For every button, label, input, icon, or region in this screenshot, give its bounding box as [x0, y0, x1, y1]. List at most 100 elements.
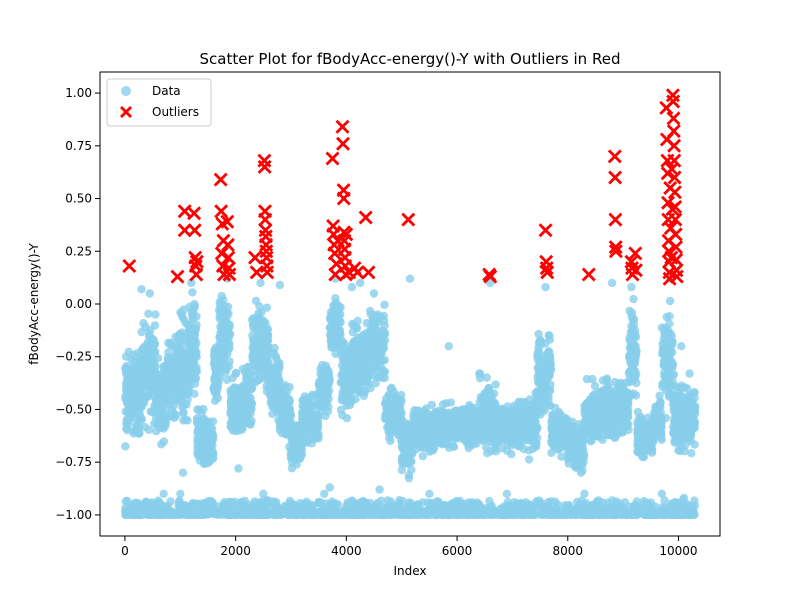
data-point [135, 429, 144, 438]
data-point [180, 369, 189, 378]
data-point [238, 364, 248, 374]
data-point [419, 414, 429, 424]
data-point [391, 397, 400, 406]
data-point [231, 369, 240, 378]
data-point [491, 380, 500, 389]
data-point [164, 338, 173, 348]
data-point [358, 377, 367, 386]
data-point [627, 308, 637, 318]
data-point [649, 432, 658, 441]
data-point [669, 370, 679, 379]
data-point [274, 362, 283, 371]
data-point [475, 431, 485, 440]
data-point [213, 394, 223, 403]
data-point [146, 347, 155, 356]
data-point [484, 433, 493, 442]
data-point [259, 339, 268, 348]
data-point [413, 433, 422, 443]
data-point [209, 351, 219, 361]
data-point [144, 425, 154, 434]
data-point [159, 437, 169, 446]
data-point [535, 399, 545, 409]
data-point [652, 413, 661, 423]
data-point [505, 417, 514, 426]
data-point [600, 385, 609, 394]
data-point [335, 326, 345, 335]
data-point [270, 343, 279, 353]
data-point [422, 404, 431, 413]
data-point [381, 415, 390, 424]
data-point [351, 357, 361, 367]
data-point [309, 414, 318, 423]
data-point [493, 416, 502, 426]
data-point [444, 430, 453, 439]
data-point [287, 464, 297, 473]
data-point [665, 296, 675, 306]
data-point [597, 397, 606, 407]
data-point [371, 311, 380, 320]
data-point [661, 413, 670, 423]
data-point [666, 329, 675, 338]
data-point [524, 455, 534, 464]
data-point [288, 447, 297, 456]
data-point [687, 423, 697, 433]
data-point [354, 385, 364, 395]
data-point [572, 432, 582, 441]
data-point [327, 343, 336, 352]
data-point [336, 303, 345, 312]
data-point [418, 452, 427, 461]
data-point [523, 418, 532, 427]
data-point [127, 355, 136, 365]
data-point [256, 316, 265, 325]
data-point [493, 437, 503, 446]
data-point [340, 373, 349, 382]
data-point [537, 371, 546, 381]
data-point [585, 410, 594, 419]
data-point [323, 407, 333, 416]
data-point [633, 407, 643, 417]
data-point [305, 402, 314, 411]
data-point [341, 347, 350, 356]
data-point [129, 369, 138, 378]
data-point [245, 393, 254, 403]
data-point [255, 357, 264, 366]
data-point [298, 412, 307, 421]
data-point [283, 401, 292, 410]
data-point [152, 408, 161, 417]
data-point [230, 414, 239, 424]
data-point [339, 339, 349, 348]
data-point [203, 436, 212, 446]
data-point [154, 354, 163, 363]
data-point [371, 359, 380, 368]
data-point [475, 369, 484, 378]
data-point [143, 373, 153, 382]
data-point [152, 388, 161, 397]
data-point [355, 333, 365, 342]
data-point [204, 445, 213, 455]
data-point [190, 389, 199, 398]
data-point [377, 348, 387, 357]
data-point [446, 398, 456, 407]
data-point [588, 374, 597, 384]
data-point [546, 364, 556, 373]
data-point [379, 316, 389, 325]
data-point [668, 338, 677, 347]
data-point [351, 395, 360, 404]
data-point [334, 318, 343, 327]
data-point [138, 379, 148, 388]
data-point [258, 325, 267, 335]
data-point [145, 326, 155, 335]
data-point [578, 466, 587, 475]
data-point [626, 353, 635, 362]
data-point [209, 385, 218, 395]
data-point [481, 443, 491, 452]
data-point [194, 425, 203, 434]
data-point [279, 382, 288, 392]
data-point [126, 413, 135, 423]
data-point [533, 352, 542, 362]
data-point [310, 427, 320, 436]
data-point [216, 307, 225, 316]
data-point [678, 426, 687, 436]
data-point [225, 329, 235, 339]
